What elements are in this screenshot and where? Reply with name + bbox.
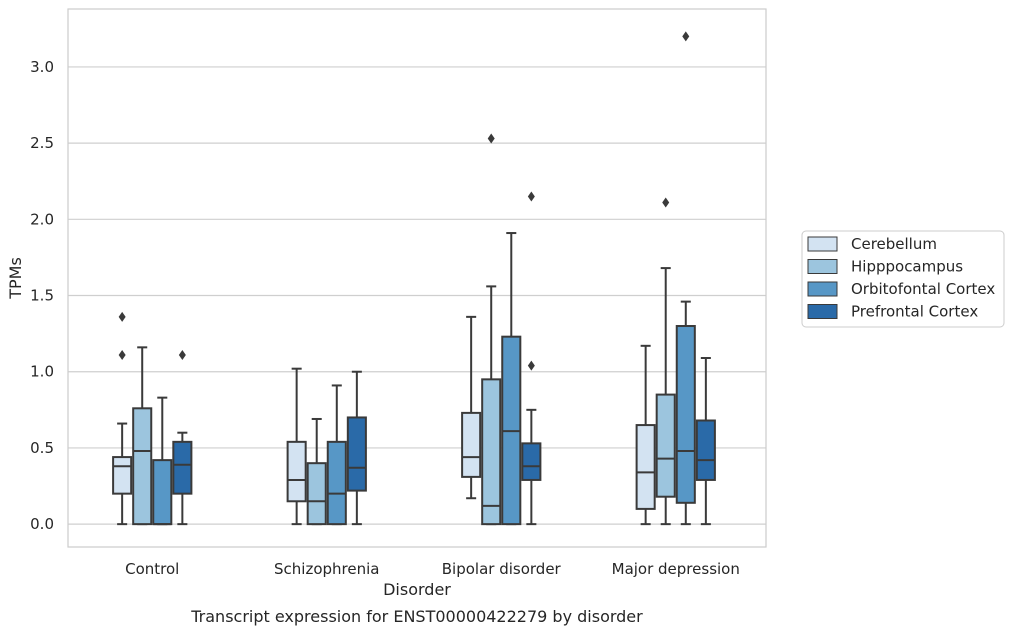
x-axis-label: Disorder bbox=[383, 580, 451, 599]
box-body bbox=[481, 378, 502, 526]
y-axis-tick-labels: 0.0 0.5 1.0 1.5 2.0 2.5 3.0 bbox=[30, 58, 54, 533]
outlier-point bbox=[682, 31, 690, 42]
box-cerebellum bbox=[635, 344, 656, 526]
box-body bbox=[635, 424, 656, 510]
box-body bbox=[112, 456, 133, 495]
box-prefrontal-cortex bbox=[695, 357, 716, 526]
box-body bbox=[675, 325, 696, 504]
y-axis-label: TPMs bbox=[6, 257, 25, 300]
box-cerebellum bbox=[461, 315, 482, 500]
legend-frame bbox=[801, 230, 1005, 328]
outlier-point bbox=[487, 133, 495, 144]
box-hipppocampus bbox=[655, 197, 676, 526]
box-body bbox=[132, 407, 153, 526]
box-prefrontal-cortex bbox=[521, 191, 542, 526]
box-hipppocampus bbox=[132, 346, 153, 526]
box-body bbox=[655, 393, 676, 498]
box-orbitofontal-cortex bbox=[152, 396, 173, 526]
legend-swatch bbox=[807, 259, 838, 274]
box-body bbox=[346, 416, 367, 492]
box-body bbox=[695, 419, 716, 481]
box-hipppocampus bbox=[306, 417, 327, 526]
legend-swatch bbox=[807, 304, 838, 319]
outlier-point bbox=[178, 349, 186, 360]
legend-swatch bbox=[807, 236, 838, 252]
box-hipppocampus bbox=[481, 133, 502, 526]
y-tick-label: 1.0 bbox=[30, 363, 54, 381]
outlier-point bbox=[527, 360, 535, 371]
outlier-point bbox=[662, 197, 670, 208]
legend-label: Hipppocampus bbox=[851, 258, 963, 276]
legend-label: Prefrontal Cortex bbox=[851, 303, 978, 321]
box-cerebellum bbox=[286, 367, 307, 526]
outlier-point bbox=[118, 349, 126, 360]
box-orbitofontal-cortex bbox=[501, 232, 522, 526]
y-tick-label: 2.0 bbox=[30, 210, 54, 228]
box-body bbox=[286, 440, 307, 503]
box-orbitofontal-cortex bbox=[675, 31, 696, 526]
legend-swatch bbox=[807, 281, 838, 297]
y-tick-label: 1.5 bbox=[30, 287, 54, 305]
x-tick-label: Major depression bbox=[612, 560, 740, 578]
legend-label: Cerebellum bbox=[851, 235, 937, 253]
box-body bbox=[521, 442, 542, 481]
box-body bbox=[172, 440, 193, 495]
box-body bbox=[152, 459, 173, 526]
box-body bbox=[461, 411, 482, 478]
box-plot-series bbox=[112, 31, 716, 526]
y-tick-label: 3.0 bbox=[30, 58, 54, 76]
outlier-point bbox=[118, 311, 126, 322]
box-body bbox=[326, 440, 347, 526]
legend-label: Orbitofontal Cortex bbox=[851, 280, 995, 298]
box-prefrontal-cortex bbox=[172, 349, 193, 526]
y-tick-label: 0.5 bbox=[30, 439, 54, 457]
x-tick-label: Schizophrenia bbox=[274, 560, 379, 578]
outlier-point bbox=[527, 191, 535, 202]
box-prefrontal-cortex bbox=[346, 370, 367, 526]
x-tick-label: Control bbox=[125, 560, 179, 578]
box-orbitofontal-cortex bbox=[326, 384, 347, 526]
y-tick-label: 0.0 bbox=[30, 515, 54, 533]
box-body bbox=[306, 462, 327, 526]
x-axis-tick-labels: Control Schizophrenia Bipolar disorder Majo… bbox=[125, 560, 740, 578]
legend: Cerebellum Hipppocampus Orbitofontal Corte… bbox=[801, 230, 1005, 328]
plot-frame bbox=[67, 8, 767, 548]
y-tick-label: 2.5 bbox=[30, 134, 54, 152]
box-cerebellum bbox=[112, 311, 133, 526]
x-tick-label: Bipolar disorder bbox=[442, 560, 562, 578]
chart-caption: Transcript expression for ENST0000042227… bbox=[190, 607, 643, 626]
